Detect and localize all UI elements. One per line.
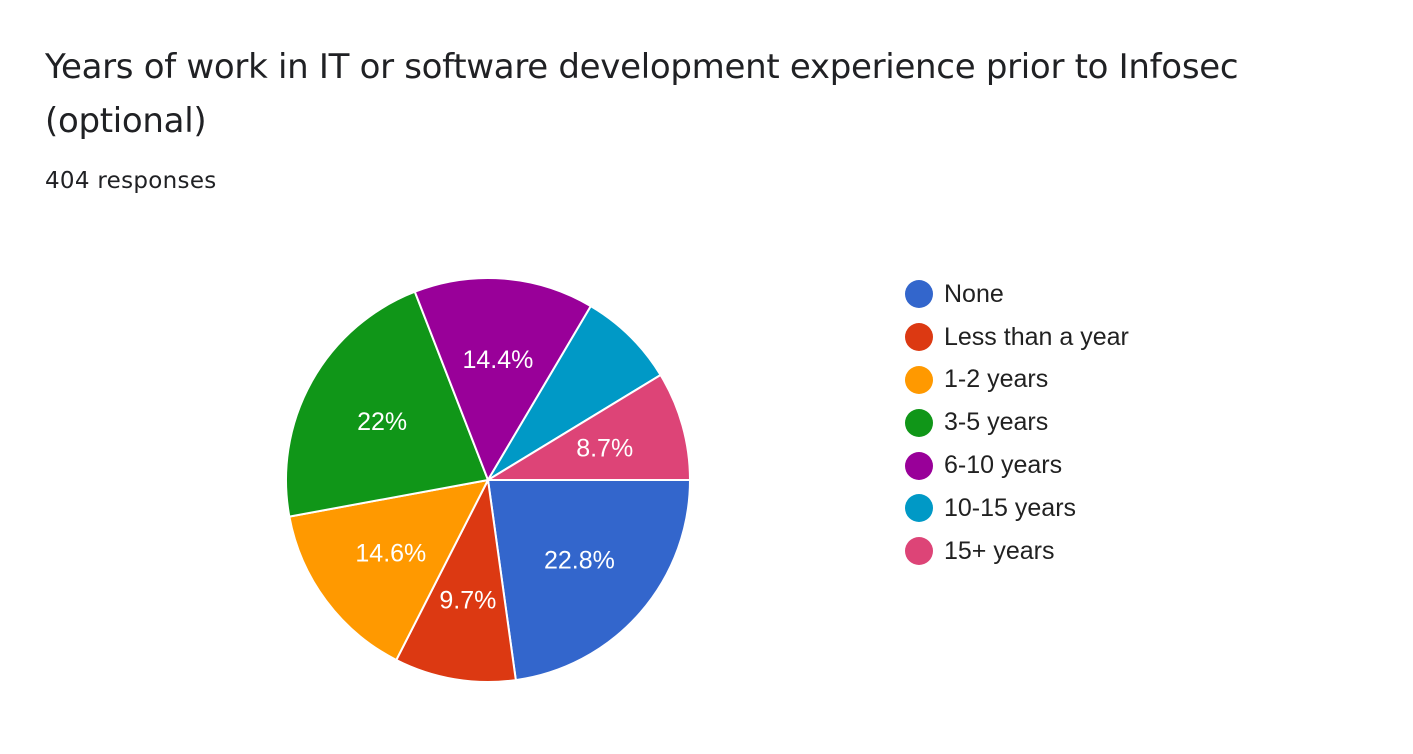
- slice-data-label: 22%: [357, 408, 407, 436]
- legend-swatch-icon: [905, 408, 933, 437]
- legend-label: 15+ years: [944, 536, 1055, 565]
- legend-swatch-icon: [905, 537, 933, 566]
- slice-data-label: 14.4%: [462, 346, 533, 374]
- chart-title: Years of work in IT or software developm…: [45, 47, 1239, 141]
- pie-slice-10-15-years[interactable]: [487, 304, 662, 481]
- legend-item[interactable]: Less than a year: [905, 316, 1129, 359]
- legend-label: 3-5 years: [944, 408, 1049, 437]
- legend-label: 1-2 years: [944, 365, 1049, 394]
- response-count: 404 responses: [45, 168, 217, 194]
- legend: None Less than a year 1-2 years 3-5 year…: [905, 273, 1129, 573]
- pie-slice-less-than-a-year[interactable]: [394, 476, 517, 683]
- pie-slice-none[interactable]: [486, 479, 692, 682]
- legend-item[interactable]: 3-5 years: [905, 401, 1129, 444]
- pie-slice-1-2-years[interactable]: [288, 478, 490, 662]
- legend-swatch-icon: [905, 494, 933, 523]
- legend-label: Less than a year: [944, 322, 1129, 351]
- legend-swatch-icon: [905, 451, 933, 480]
- legend-item[interactable]: None: [905, 273, 1129, 316]
- legend-item[interactable]: 15+ years: [905, 530, 1129, 573]
- slice-data-label: 14.6%: [355, 539, 426, 567]
- legend-swatch-icon: [905, 280, 933, 309]
- legend-swatch-icon: [905, 323, 933, 352]
- slice-data-label: 9.7%: [439, 587, 496, 615]
- pie-slice-3-5-years[interactable]: [285, 290, 490, 518]
- legend-swatch-icon: [905, 365, 933, 394]
- legend-item[interactable]: 1-2 years: [905, 359, 1129, 402]
- legend-item[interactable]: 10-15 years: [905, 487, 1129, 530]
- pie-slice-6-10-years[interactable]: [413, 277, 593, 483]
- legend-label: None: [944, 279, 1004, 308]
- slice-data-label: 22.8%: [544, 547, 615, 575]
- slice-data-label: 8.7%: [576, 434, 633, 462]
- legend-label: 10-15 years: [944, 493, 1077, 522]
- legend-label: 6-10 years: [944, 451, 1063, 480]
- legend-item[interactable]: 6-10 years: [905, 444, 1129, 487]
- pie-slice-15-years[interactable]: [484, 373, 692, 481]
